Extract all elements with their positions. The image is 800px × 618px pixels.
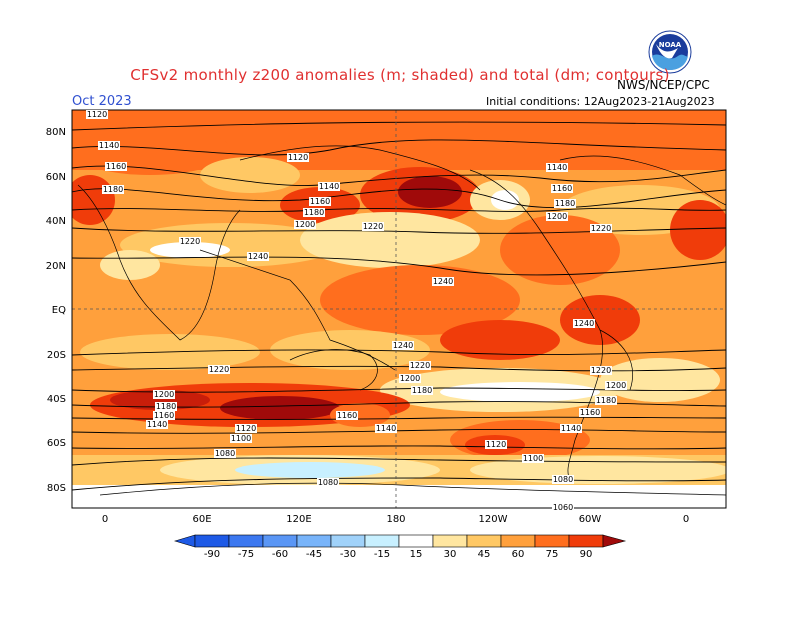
- contour-label: 1120: [236, 424, 256, 433]
- contour-label: 1120: [288, 153, 308, 162]
- contour-label: 1160: [337, 411, 357, 420]
- contour-label: 1240: [248, 252, 268, 261]
- latitude-labels: 80N 60N 40N 20N EQ 20S 40S 60S 80S: [46, 127, 66, 494]
- contour-label: 1160: [580, 408, 600, 417]
- lon-label: 60W: [579, 514, 602, 525]
- forecast-month: Oct 2023: [72, 94, 132, 109]
- colorbar-label: -90: [204, 549, 220, 560]
- colorbar-swatch: [432, 534, 468, 548]
- colorbar-swatch: [364, 534, 400, 548]
- contour-labels: 1120 1140 1160 1180 1120 1140 1160 1180 …: [86, 110, 627, 512]
- lat-label: 40S: [47, 394, 66, 405]
- reference-grid: [72, 110, 726, 508]
- lon-label: 180: [386, 514, 405, 525]
- contour-label: 1220: [591, 224, 611, 233]
- colorbar-low-arrow: [173, 534, 196, 548]
- lat-label: 20S: [47, 350, 66, 361]
- colorbar-label: -60: [272, 549, 288, 560]
- colorbar-swatch: [262, 534, 298, 548]
- lat-label: 60N: [46, 172, 66, 183]
- contour-label: 1140: [376, 424, 396, 433]
- contour-label: 1240: [393, 341, 413, 350]
- colorbar-label: -45: [306, 549, 322, 560]
- colorbar-label: -30: [340, 549, 356, 560]
- contour-label: 1120: [87, 110, 107, 119]
- colorbar-label: 75: [546, 549, 559, 560]
- contour-label: 1200: [400, 374, 420, 383]
- logo-text: NOAA: [659, 41, 682, 49]
- colorbar-label: 60: [512, 549, 525, 560]
- contour-label: 1160: [154, 411, 174, 420]
- lat-label: 20N: [46, 261, 66, 272]
- contour-label: 1060: [553, 503, 573, 512]
- contour-label: 1240: [433, 277, 453, 286]
- colorbar-swatch: [330, 534, 366, 548]
- contour-label: 1220: [591, 366, 611, 375]
- contour-label: 1180: [555, 199, 575, 208]
- colorbar-label: 15: [410, 549, 423, 560]
- colorbar-swatch: [534, 534, 570, 548]
- coastlines: [77, 145, 726, 496]
- contour-label: 1100: [231, 434, 251, 443]
- longitude-labels: 0 60E 120E 180 120W 60W 0: [102, 514, 689, 525]
- contour-label: 1140: [147, 420, 167, 429]
- contour-label: 1180: [412, 386, 432, 395]
- contour-label: 1220: [363, 222, 383, 231]
- agency-label: NWS/NCEP/CPC: [617, 78, 710, 92]
- colorbar-swatch: [500, 534, 536, 548]
- contour-label: 1080: [553, 475, 573, 484]
- contour-label: 1140: [99, 141, 119, 150]
- noaa-logo-icon: NOAA: [648, 30, 692, 74]
- contour-label: 1240: [574, 319, 594, 328]
- lat-label: 80S: [47, 483, 66, 494]
- contour-label: 1160: [106, 162, 126, 171]
- map-frame: [71, 109, 727, 509]
- colorbar-label: -15: [374, 549, 390, 560]
- colorbar-swatch: [228, 534, 264, 548]
- lat-label: 40N: [46, 216, 66, 227]
- contour-label: 1100: [523, 454, 543, 463]
- lon-label: 60E: [192, 514, 211, 525]
- colorbar-label: 90: [580, 549, 593, 560]
- colorbar-label: -75: [238, 549, 254, 560]
- contour-label: 1160: [310, 197, 330, 206]
- contour-label: 1180: [304, 208, 324, 217]
- contour-label: 1200: [606, 381, 626, 390]
- contour-label: 1120: [486, 440, 506, 449]
- contour-label: 1180: [103, 185, 123, 194]
- contour-label: 1140: [547, 163, 567, 172]
- initial-conditions: Initial conditions: 12Aug2023-21Aug2023: [486, 95, 715, 108]
- lon-label: 120E: [286, 514, 311, 525]
- chart-title: CFSv2 monthly z200 anomalies (m; shaded)…: [130, 66, 670, 84]
- contour-label: 1220: [209, 365, 229, 374]
- contour-label: 1200: [547, 212, 567, 221]
- lon-label: 0: [102, 514, 108, 525]
- colorbar-swatch: [466, 534, 502, 548]
- contour-label: 1200: [154, 390, 174, 399]
- contour-label: 1180: [596, 396, 616, 405]
- contour-label: 1160: [552, 184, 572, 193]
- colorbar-swatch: [398, 534, 434, 548]
- contour-label: 1220: [410, 361, 430, 370]
- contour-label: 1220: [180, 237, 200, 246]
- colorbar-swatch: [296, 534, 332, 548]
- colorbar-label: 45: [478, 549, 491, 560]
- lon-label: 120W: [479, 514, 508, 525]
- colorbar-label: 30: [444, 549, 457, 560]
- colorbar-swatch: [568, 534, 604, 548]
- lat-label: 80N: [46, 127, 66, 138]
- colorbar-swatch: [194, 534, 230, 548]
- contour-label: 1140: [561, 424, 581, 433]
- contour-label: 1140: [319, 182, 339, 191]
- contour-label: 1180: [156, 402, 176, 411]
- colorbar: -90 -75 -60 -45 -30 -15 15 30 45 60 75 9…: [173, 534, 627, 560]
- contour-label: 1080: [215, 449, 235, 458]
- lon-label: 0: [683, 514, 689, 525]
- colorbar-high-arrow: [602, 534, 627, 548]
- contour-label: 1200: [295, 220, 315, 229]
- contour-label: 1080: [318, 478, 338, 487]
- lat-label: EQ: [52, 305, 66, 316]
- lat-label: 60S: [47, 438, 66, 449]
